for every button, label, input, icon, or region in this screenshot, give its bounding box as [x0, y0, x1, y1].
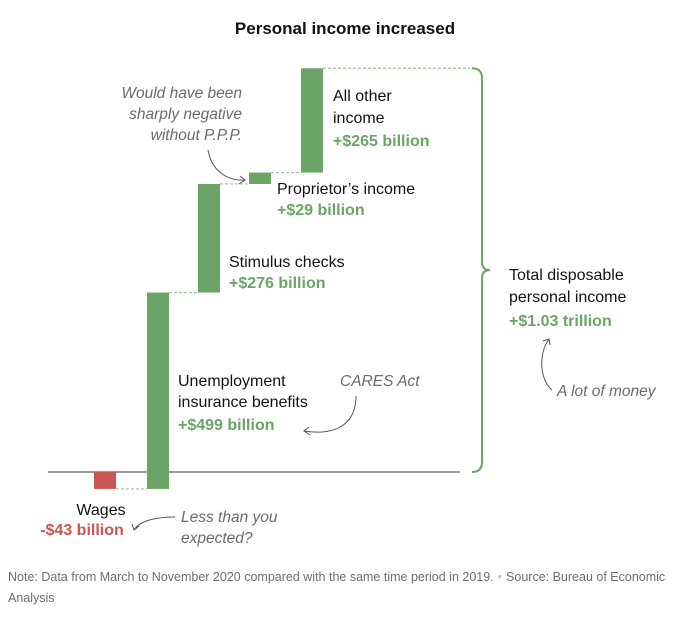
proprietor-bar	[249, 172, 271, 184]
ppp-arrow	[207, 149, 246, 181]
proprietor-value: +$29 billion	[277, 202, 365, 219]
footer-separator: •	[497, 570, 503, 584]
waterfall-chart: Personal income increased Wages -$43 bil…	[40, 19, 657, 547]
wages-arrow-head	[131, 523, 140, 531]
unemployment-label-line1: Unemployment	[178, 373, 286, 390]
money-arrow	[541, 338, 553, 391]
wages-label: Wages	[76, 502, 125, 519]
proprietor-label: Proprietor’s income	[277, 181, 415, 198]
unemployment-label-line2: insurance benefits	[178, 394, 308, 411]
unemployment-bar	[147, 292, 169, 489]
all-other-value: +$265 billion	[333, 133, 429, 150]
total-value: +$1.03 trillion	[509, 313, 612, 330]
total-label-line1: Total disposable	[509, 267, 624, 284]
ppp-annotation-line2: sharply negative	[129, 106, 242, 123]
stimulus-label: Stimulus checks	[229, 254, 345, 271]
cares-arrow	[303, 395, 357, 433]
all-other-label-line1: All other	[333, 88, 392, 105]
wages-arrow	[133, 516, 176, 531]
wages-annotation-line2: expected?	[181, 530, 253, 547]
all-other-label-line2: income	[333, 110, 385, 127]
chart-title: Personal income increased	[235, 19, 455, 38]
ppp-arrow-head	[238, 175, 246, 185]
note-text: Note: Data from March to November 2020 c…	[8, 570, 494, 584]
stimulus-bar	[198, 183, 220, 293]
wages-bar	[94, 472, 116, 489]
wages-annotation-line1: Less than you	[181, 509, 278, 526]
total-label-line2: personal income	[509, 289, 627, 306]
money-annotation: A lot of money	[556, 383, 657, 400]
footer-note: Note: Data from March to November 2020 c…	[8, 567, 680, 609]
all-other-bar	[301, 68, 323, 173]
cares-arrow-head	[303, 426, 311, 436]
stimulus-value: +$276 billion	[229, 275, 325, 292]
ppp-annotation-line1: Would have been	[121, 85, 242, 102]
wages-value: -$43 billion	[40, 522, 124, 539]
cares-annotation: CARES Act	[340, 373, 420, 390]
total-bracket	[471, 67, 491, 473]
money-arrow-head	[542, 338, 551, 346]
ppp-annotation-line3: without P.P.P.	[151, 127, 242, 144]
source-text: Source: Bureau of Economic Analysis	[8, 570, 666, 605]
unemployment-value: +$499 billion	[178, 417, 274, 434]
